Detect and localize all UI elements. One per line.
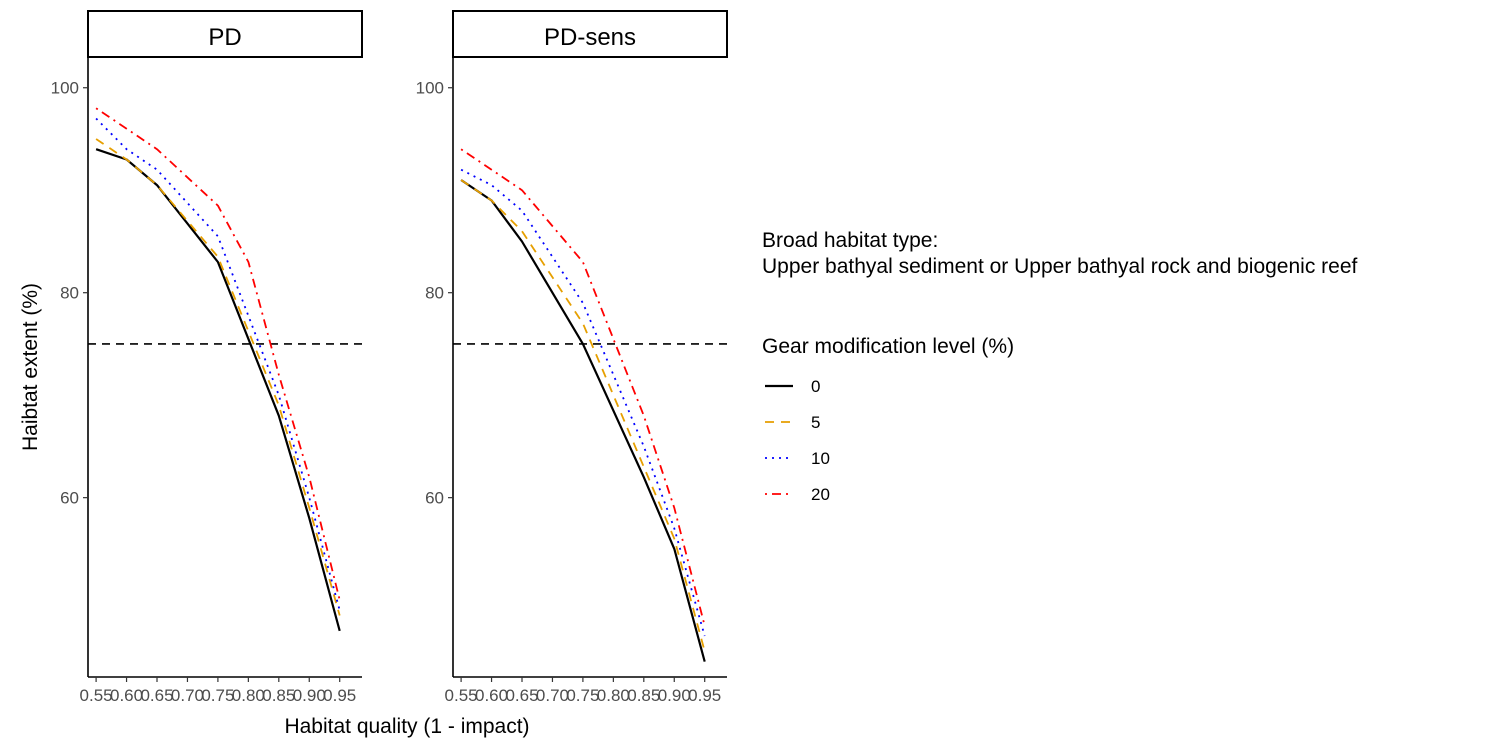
x-tick-label: 0.80 <box>597 686 630 705</box>
y-tick-label: 60 <box>60 489 79 508</box>
x-tick-label: 0.60 <box>110 686 143 705</box>
series-line-0 <box>95 148 341 632</box>
facet-strip-pd <box>87 10 363 58</box>
x-tick-label: 0.60 <box>475 686 508 705</box>
legend-label-20: 20 <box>811 485 830 504</box>
legend-label-5: 5 <box>811 413 820 432</box>
x-tick-label: 0.70 <box>536 686 569 705</box>
x-tick-label: 0.85 <box>627 686 660 705</box>
facet-panel-pd-sens: PD-sens60801000.550.600.650.700.750.800.… <box>416 10 728 705</box>
x-tick-label: 0.90 <box>293 686 326 705</box>
x-axis-title: Habitat quality (1 - impact) <box>284 715 529 738</box>
series-line-10 <box>460 168 706 637</box>
legend-gear-title: Gear modification level (%) <box>762 335 1014 358</box>
facet-panel-pd: PD60801000.550.600.650.700.750.800.850.9… <box>51 10 363 705</box>
y-tick-label: 100 <box>416 79 444 98</box>
facet-strip-label: PD <box>208 24 241 51</box>
series-line-0 <box>460 179 706 662</box>
x-tick-label: 0.65 <box>505 686 538 705</box>
x-tick-label: 0.80 <box>232 686 265 705</box>
x-tick-label: 0.95 <box>688 686 721 705</box>
series-line-20 <box>95 107 341 601</box>
series-line-5 <box>95 138 341 616</box>
y-axis-title: Haibtat extent (%) <box>19 283 42 451</box>
x-tick-label: 0.55 <box>445 686 478 705</box>
series-line-20 <box>460 148 706 627</box>
facet-strip-pd-sens <box>452 10 728 58</box>
y-tick-label: 60 <box>425 489 444 508</box>
x-tick-label: 0.85 <box>262 686 295 705</box>
y-tick-label: 80 <box>60 284 79 303</box>
legend-label-10: 10 <box>811 449 830 468</box>
x-tick-label: 0.55 <box>80 686 113 705</box>
y-tick-label: 100 <box>51 79 79 98</box>
facet-strip-label: PD-sens <box>544 24 636 51</box>
x-tick-label: 0.70 <box>171 686 204 705</box>
x-tick-label: 0.75 <box>566 686 599 705</box>
legend-label-0: 0 <box>811 377 820 396</box>
legend: Broad habitat type: Upper bathyal sedime… <box>762 229 1358 504</box>
y-tick-label: 80 <box>425 284 444 303</box>
x-tick-label: 0.95 <box>323 686 356 705</box>
legend-habitat-title-line1: Broad habitat type: <box>762 229 938 252</box>
x-tick-label: 0.90 <box>658 686 691 705</box>
legend-habitat-title-line2: Upper bathyal sediment or Upper bathyal … <box>762 255 1358 278</box>
x-tick-label: 0.75 <box>201 686 234 705</box>
series-line-10 <box>95 117 341 611</box>
series-line-5 <box>460 179 706 652</box>
x-tick-label: 0.65 <box>140 686 173 705</box>
